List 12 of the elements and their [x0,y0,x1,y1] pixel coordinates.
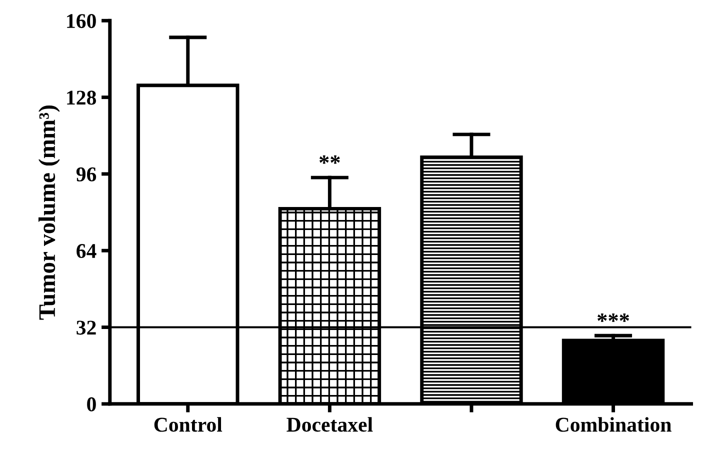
y-tick-label: 64 [76,244,96,258]
y-tick-label: 0 [87,397,96,412]
annotation: *** [598,313,630,322]
y-tick-label: 160 [67,14,96,28]
x-tick-label: Docetaxel [286,417,373,432]
x-tick-label: Combination [556,417,672,432]
y-tick-label: 32 [76,320,96,335]
x-tick-label: Control [154,417,222,432]
y-axis-title: Tumor volume (mm³) [38,105,60,320]
y-tick-label: 128 [67,90,96,105]
annotation: ** [319,155,340,164]
y-tick-label: 96 [76,167,96,182]
